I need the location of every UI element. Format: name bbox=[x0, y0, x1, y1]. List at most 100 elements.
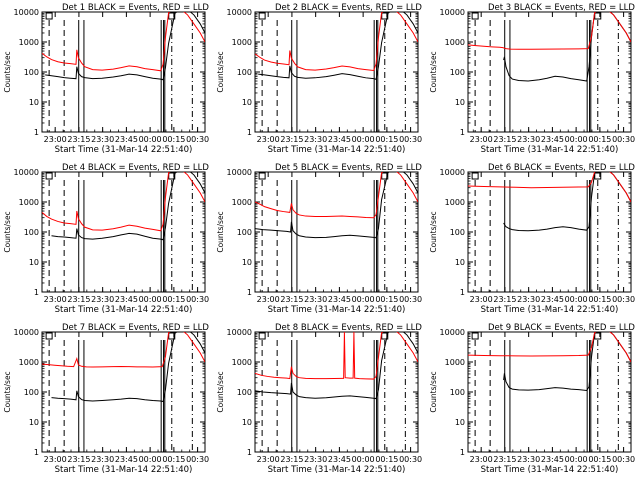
x-tick-label: 23:30 bbox=[517, 455, 540, 464]
x-axis-label: Start Time (31-Mar-14 22:51:40) bbox=[268, 305, 406, 315]
y-tick-label: 10000 bbox=[440, 8, 465, 17]
x-tick-label: 00:00 bbox=[352, 455, 375, 464]
series-group bbox=[42, 172, 205, 241]
x-tick-label: 00:15 bbox=[162, 455, 185, 464]
series-group bbox=[255, 12, 418, 80]
plot-frame bbox=[467, 11, 632, 133]
panel-det-1: Det 1 BLACK = Events, RED = LLD 1 10 100 100… bbox=[3, 3, 209, 155]
panel-title: Det 9 BLACK = Events, RED = LLD bbox=[488, 323, 635, 333]
x-tick-label: 23:45 bbox=[541, 135, 564, 144]
panel-title: Det 3 BLACK = Events, RED = LLD bbox=[488, 3, 635, 13]
marker-box bbox=[45, 12, 53, 20]
marker-box bbox=[45, 172, 53, 180]
x-tick-label: 23:15 bbox=[67, 455, 90, 464]
panel-title: Det 5 BLACK = Events, RED = LLD bbox=[275, 163, 422, 173]
panel-det-2: Det 2 BLACK = Events, RED = LLD 1 10 100 100… bbox=[216, 3, 422, 155]
y-tick-label: 1000 bbox=[445, 198, 465, 207]
y-axis-label: Counts/sec bbox=[429, 51, 438, 92]
series-group bbox=[42, 12, 205, 81]
panel-title: Det 6 BLACK = Events, RED = LLD bbox=[488, 163, 635, 173]
x-tick-label: 23:15 bbox=[280, 295, 303, 304]
series-group bbox=[255, 172, 418, 239]
x-tick-label: 23:45 bbox=[328, 455, 351, 464]
x-tick-label: 00:00 bbox=[352, 135, 375, 144]
x-tick-label: 23:15 bbox=[67, 295, 90, 304]
x-axis-label: Start Time (31-Mar-14 22:51:40) bbox=[481, 305, 619, 315]
x-tick-label: 00:00 bbox=[565, 295, 588, 304]
x-tick-label: 23:00 bbox=[470, 295, 493, 304]
y-tick-label: 100 bbox=[450, 388, 465, 397]
y-tick-label: 1 bbox=[460, 288, 465, 297]
x-axis-label: Start Time (31-Mar-14 22:51:40) bbox=[268, 465, 406, 475]
series-group bbox=[468, 172, 631, 232]
y-tick-label: 10 bbox=[242, 418, 252, 427]
plot-frame bbox=[41, 331, 206, 453]
x-tick-label: 23:00 bbox=[470, 455, 493, 464]
panel-title: Det 1 BLACK = Events, RED = LLD bbox=[62, 3, 209, 13]
plot-frame bbox=[254, 171, 419, 293]
y-axis-label: Counts/sec bbox=[3, 371, 12, 412]
series-lld-line bbox=[255, 172, 418, 219]
marker-box bbox=[258, 172, 266, 180]
y-tick-label: 10000 bbox=[440, 168, 465, 177]
plot-frame bbox=[467, 331, 632, 453]
series-group bbox=[255, 332, 418, 400]
x-tick-label: 23:45 bbox=[328, 135, 351, 144]
x-tick-label: 00:00 bbox=[352, 295, 375, 304]
x-tick-label: 23:00 bbox=[257, 455, 280, 464]
x-tick-label: 00:15 bbox=[375, 135, 398, 144]
marker-box bbox=[258, 12, 266, 20]
y-tick-label: 100 bbox=[24, 388, 39, 397]
series-group bbox=[468, 12, 631, 82]
y-tick-label: 100 bbox=[237, 388, 252, 397]
marker-box bbox=[381, 332, 389, 340]
series-lld-line bbox=[42, 12, 205, 72]
y-tick-label: 10 bbox=[29, 418, 39, 427]
y-tick-label: 10 bbox=[242, 258, 252, 267]
series-events-line bbox=[255, 172, 418, 239]
x-tick-label: 00:00 bbox=[565, 135, 588, 144]
y-tick-label: 1 bbox=[247, 448, 252, 457]
x-axis-label: Start Time (31-Mar-14 22:51:40) bbox=[55, 465, 193, 475]
marker-box bbox=[381, 172, 389, 180]
panel-det-6: Det 6 BLACK = Events, RED = LLD 1 10 100 100… bbox=[429, 163, 635, 315]
x-tick-label: 23:30 bbox=[304, 135, 327, 144]
marker-box bbox=[471, 172, 479, 180]
x-tick-label: 23:45 bbox=[541, 295, 564, 304]
y-tick-label: 10000 bbox=[14, 168, 39, 177]
x-tick-label: 23:30 bbox=[91, 135, 114, 144]
x-tick-label: 23:00 bbox=[44, 295, 67, 304]
x-tick-label: 23:45 bbox=[115, 455, 138, 464]
x-tick-label: 23:15 bbox=[493, 295, 516, 304]
marker-box bbox=[594, 332, 602, 340]
x-axis-label: Start Time (31-Mar-14 22:51:40) bbox=[268, 145, 406, 155]
x-tick-label: 23:00 bbox=[257, 295, 280, 304]
x-tick-label: 00:00 bbox=[139, 135, 162, 144]
y-tick-label: 1 bbox=[34, 288, 39, 297]
x-tick-label: 00:00 bbox=[139, 295, 162, 304]
series-lld-line bbox=[42, 172, 205, 232]
marker-box bbox=[594, 12, 602, 20]
x-axis-label: Start Time (31-Mar-14 22:51:40) bbox=[55, 145, 193, 155]
y-tick-label: 10 bbox=[455, 418, 465, 427]
x-tick-label: 23:00 bbox=[44, 135, 67, 144]
y-tick-label: 1 bbox=[34, 448, 39, 457]
panel-title: Det 7 BLACK = Events, RED = LLD bbox=[62, 323, 209, 333]
y-tick-label: 1 bbox=[460, 448, 465, 457]
x-tick-label: 00:15 bbox=[588, 295, 611, 304]
x-tick-label: 00:30 bbox=[186, 135, 209, 144]
y-axis-label: Counts/sec bbox=[3, 211, 12, 252]
y-axis-label: Counts/sec bbox=[216, 51, 225, 92]
x-tick-label: 23:00 bbox=[257, 135, 280, 144]
x-tick-label: 23:00 bbox=[44, 455, 67, 464]
y-axis-label: Counts/sec bbox=[216, 211, 225, 252]
series-events-line bbox=[45, 12, 205, 81]
x-tick-label: 23:00 bbox=[470, 135, 493, 144]
x-tick-label: 23:30 bbox=[91, 455, 114, 464]
y-tick-label: 1000 bbox=[19, 38, 39, 47]
panel-title: Det 4 BLACK = Events, RED = LLD bbox=[62, 163, 209, 173]
y-tick-label: 100 bbox=[450, 68, 465, 77]
x-tick-label: 23:15 bbox=[280, 455, 303, 464]
y-tick-label: 1000 bbox=[19, 358, 39, 367]
